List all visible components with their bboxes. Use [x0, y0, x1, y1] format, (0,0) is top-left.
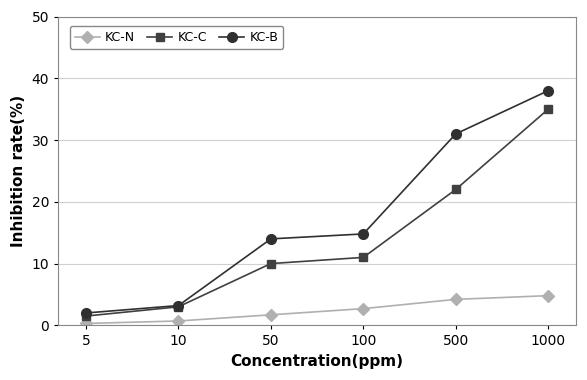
Line: KC-C: KC-C: [82, 105, 552, 320]
Line: KC-B: KC-B: [81, 86, 553, 318]
Legend: KC-N, KC-C, KC-B: KC-N, KC-C, KC-B: [70, 26, 284, 49]
KC-C: [267, 261, 274, 266]
Y-axis label: Inhibition rate(%): Inhibition rate(%): [11, 95, 26, 247]
KC-B: [83, 311, 90, 315]
KC-B: [545, 89, 552, 93]
KC-B: [175, 303, 182, 308]
KC-N: [545, 293, 552, 298]
KC-B: [360, 232, 367, 236]
KC-N: [360, 306, 367, 311]
Line: KC-N: KC-N: [82, 291, 552, 328]
KC-B: [452, 131, 459, 136]
KC-C: [83, 314, 90, 318]
KC-N: [452, 297, 459, 302]
KC-C: [452, 187, 459, 192]
KC-N: [175, 319, 182, 323]
KC-C: [545, 107, 552, 111]
KC-N: [83, 321, 90, 326]
X-axis label: Concentration(ppm): Concentration(ppm): [231, 354, 404, 369]
KC-C: [175, 304, 182, 309]
KC-C: [360, 255, 367, 260]
KC-N: [267, 312, 274, 317]
KC-B: [267, 237, 274, 241]
